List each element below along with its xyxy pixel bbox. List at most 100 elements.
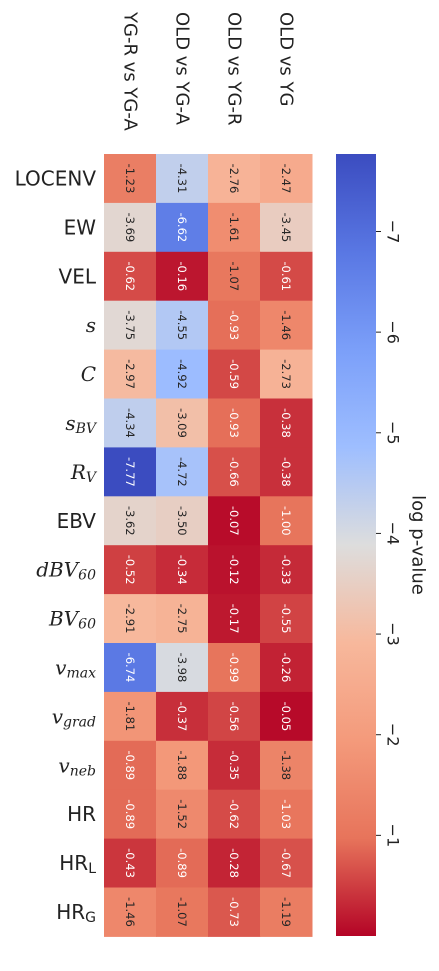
heatmap-cell xyxy=(260,398,313,448)
heatmap-cell xyxy=(208,154,261,204)
cell-value-label: -0.56 xyxy=(227,701,241,731)
heatmap-cell xyxy=(104,154,157,204)
colorbar-label: log p-value xyxy=(408,495,429,595)
heatmap-cell xyxy=(260,594,313,644)
heatmap-cell xyxy=(260,349,313,399)
cell-value-label: -3.09 xyxy=(175,408,189,438)
row-label: s xyxy=(86,313,96,337)
cell-value-label: -2.75 xyxy=(175,604,189,634)
heatmap-cell xyxy=(104,349,157,399)
cell-value-label: -0.07 xyxy=(227,506,241,536)
colorbar-tick-label: −3 xyxy=(384,622,403,646)
cell-value-label: -0.55 xyxy=(279,604,293,634)
heatmap-cell xyxy=(104,789,157,840)
heatmap-cell xyxy=(208,740,261,791)
cell-value-label: -0.12 xyxy=(227,555,241,585)
colorbar-tick-label: −6 xyxy=(384,320,403,344)
heatmap-cell xyxy=(156,496,209,546)
cell-value-label: -0.38 xyxy=(279,408,293,438)
heatmap-cell xyxy=(156,447,209,497)
cell-value-label: -0.66 xyxy=(227,457,241,487)
row-label: vgrad xyxy=(52,704,96,730)
column-label: OLD vs YG xyxy=(276,12,297,106)
cell-value-label: -2.76 xyxy=(227,164,241,194)
cell-value-label: -0.33 xyxy=(279,555,293,585)
cell-value-label: -1.03 xyxy=(279,799,293,829)
cell-value-label: -2.73 xyxy=(279,359,293,389)
cell-value-label: -0.28 xyxy=(227,848,241,878)
colorbar-tick-label: −5 xyxy=(384,421,403,445)
cell-value-label: -0.16 xyxy=(175,261,189,291)
heatmap-cell xyxy=(260,691,313,742)
heatmap-cell xyxy=(208,300,261,351)
cell-value-label: -4.92 xyxy=(175,359,189,389)
row-label: vneb xyxy=(58,753,96,779)
heatmap-cell xyxy=(260,300,313,351)
cell-value-label: -0.93 xyxy=(227,310,241,340)
heatmap-cell xyxy=(156,349,209,399)
heatmap-cell xyxy=(104,887,157,937)
cell-value-label: -2.97 xyxy=(123,359,137,389)
cell-value-label: -0.99 xyxy=(227,653,241,683)
cell-value-label: -1.88 xyxy=(175,750,189,780)
heatmap-cell xyxy=(104,691,157,742)
cell-value-label: -0.89 xyxy=(175,848,189,878)
row-label: HR xyxy=(67,802,96,826)
heatmap-cell xyxy=(104,251,157,302)
heatmap-cell xyxy=(156,643,209,693)
heatmap-cell xyxy=(260,154,313,204)
heatmap-cell xyxy=(104,643,157,693)
heatmap-cell xyxy=(260,740,313,791)
row-label: C xyxy=(81,362,96,386)
heatmap-cell xyxy=(156,398,209,448)
heatmap-cell xyxy=(104,740,157,791)
row-label: RV xyxy=(70,460,98,486)
heatmap-cell xyxy=(208,447,261,497)
cell-value-label: -0.37 xyxy=(175,701,189,731)
cell-value-label: -3.45 xyxy=(279,212,293,242)
cell-value-label: -1.23 xyxy=(123,164,137,194)
heatmap-cell xyxy=(104,398,157,448)
heatmap-cell xyxy=(208,643,261,693)
cell-value-label: -0.62 xyxy=(123,261,137,291)
heatmap-cell xyxy=(104,202,157,253)
heatmap-cell xyxy=(260,447,313,497)
heatmap-cell xyxy=(104,447,157,497)
cell-value-label: -0.43 xyxy=(123,848,137,878)
heatmap-cell xyxy=(156,154,209,204)
cell-value-label: -3.69 xyxy=(123,212,137,242)
heatmap-cell xyxy=(156,300,209,351)
heatmap-cell xyxy=(156,838,209,888)
heatmap-cell xyxy=(156,789,209,840)
colorbar-gradient xyxy=(336,154,376,936)
colorbar: −7 −6 −5 −4 −3 −2 −1 log p-value xyxy=(336,154,429,936)
cell-value-label: -6.74 xyxy=(123,653,137,683)
cell-value-label: -0.38 xyxy=(279,457,293,487)
cell-value-label: -0.89 xyxy=(123,750,137,780)
cell-value-label: -0.67 xyxy=(279,848,293,878)
heatmap-cell xyxy=(208,349,261,399)
cell-value-label: -0.73 xyxy=(227,897,241,927)
heatmap-cell xyxy=(104,300,157,351)
cell-value-label: -0.35 xyxy=(227,750,241,780)
cell-value-label: -3.98 xyxy=(175,653,189,683)
row-label: HRG xyxy=(56,900,96,926)
heatmap-cell xyxy=(260,202,313,253)
heatmap-cell xyxy=(156,202,209,253)
heatmap-cell xyxy=(260,545,313,595)
row-label: dBV60 xyxy=(36,558,96,584)
cell-value-label: -1.81 xyxy=(123,701,137,731)
heatmap-cell xyxy=(208,251,261,302)
colorbar-tick-label: −2 xyxy=(384,723,403,747)
cell-value-label: -0.34 xyxy=(175,555,189,585)
cell-value-label: -1.00 xyxy=(279,506,293,536)
column-label: OLD vs YG-R xyxy=(224,12,245,125)
heatmap-cell xyxy=(104,496,157,546)
cell-value-label: -0.89 xyxy=(123,799,137,829)
row-label: HRL xyxy=(59,851,96,877)
cell-value-label: -0.52 xyxy=(123,555,137,585)
heatmap-cell xyxy=(104,545,157,595)
cell-value-label: -7.77 xyxy=(123,457,137,487)
cell-value-label: -1.46 xyxy=(279,310,293,340)
heatmap-cells: -1.23 -4.31 -2.76 -2.47 -3.69 -6.62 -1.61 -3.45… xyxy=(104,154,313,937)
